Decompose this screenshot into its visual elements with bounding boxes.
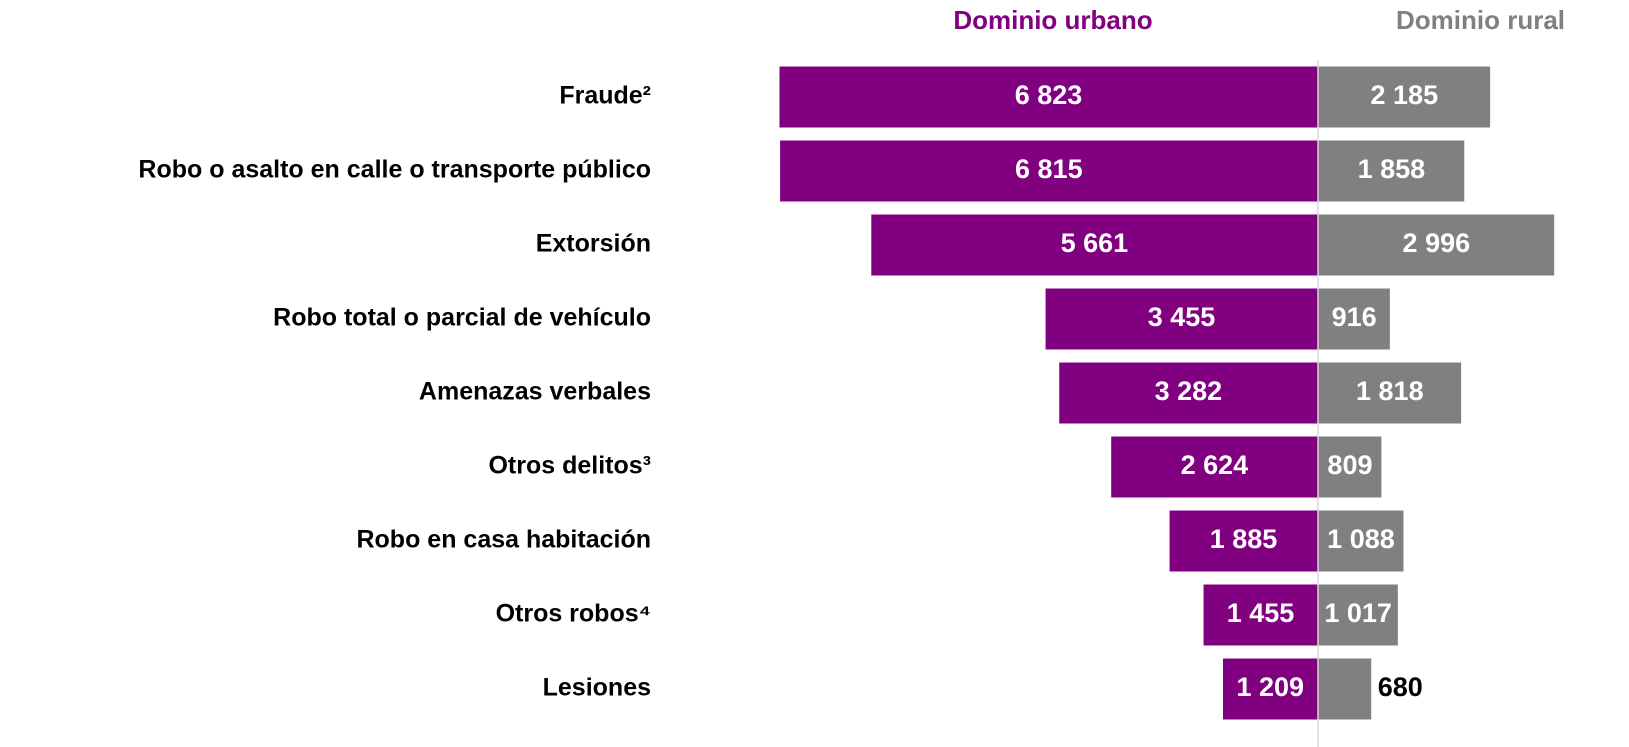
value-label: 6 815	[1015, 154, 1083, 184]
bar	[1317, 657, 1373, 721]
bar	[1221, 657, 1319, 721]
category-label: Otros delitos³	[488, 452, 651, 480]
value-label: 1 858	[1358, 154, 1426, 184]
value-label: 1 209	[1236, 672, 1304, 702]
bar	[1317, 213, 1556, 277]
bar	[1317, 287, 1391, 351]
legend-label: Dominio rural	[1396, 5, 1565, 35]
category-label: Extorsión	[536, 230, 651, 258]
value-label: 1 885	[1210, 524, 1278, 554]
value-label: 6 823	[1015, 80, 1083, 110]
category-label: Amenazas verbales	[419, 378, 651, 406]
category-label: Fraude²	[559, 82, 651, 110]
value-label: 680	[1378, 672, 1423, 702]
bar	[778, 65, 1319, 129]
value-label: 1 088	[1327, 524, 1395, 554]
value-label: 1 017	[1324, 598, 1392, 628]
category-label: Robo total o parcial de vehículo	[273, 304, 651, 332]
bar	[1168, 509, 1319, 573]
bar	[1317, 65, 1492, 129]
legend-label: Dominio urbano	[953, 5, 1152, 35]
value-label: 1 818	[1356, 376, 1424, 406]
bar	[779, 139, 1319, 203]
bar	[1317, 361, 1463, 425]
value-label: 2 624	[1181, 450, 1249, 480]
bar	[1317, 435, 1383, 499]
category-label: Robo o asalto en calle o transporte públ…	[138, 156, 651, 184]
bar	[1317, 139, 1466, 203]
category-label: Otros robos⁴	[496, 600, 651, 628]
value-label: 916	[1332, 302, 1377, 332]
value-label: 1 455	[1227, 598, 1295, 628]
category-label: Robo en casa habitación	[356, 526, 651, 554]
bar	[1058, 361, 1319, 425]
value-label: 2 996	[1403, 228, 1471, 258]
value-label: 809	[1327, 450, 1372, 480]
bar	[1202, 583, 1319, 647]
bar	[1044, 287, 1319, 351]
category-label: Lesiones	[543, 674, 651, 702]
value-label: 3 282	[1155, 376, 1223, 406]
value-label: 2 185	[1371, 80, 1439, 110]
value-label: 5 661	[1061, 228, 1129, 258]
value-label: 3 455	[1148, 302, 1216, 332]
bar	[1110, 435, 1319, 499]
bar	[870, 213, 1319, 277]
